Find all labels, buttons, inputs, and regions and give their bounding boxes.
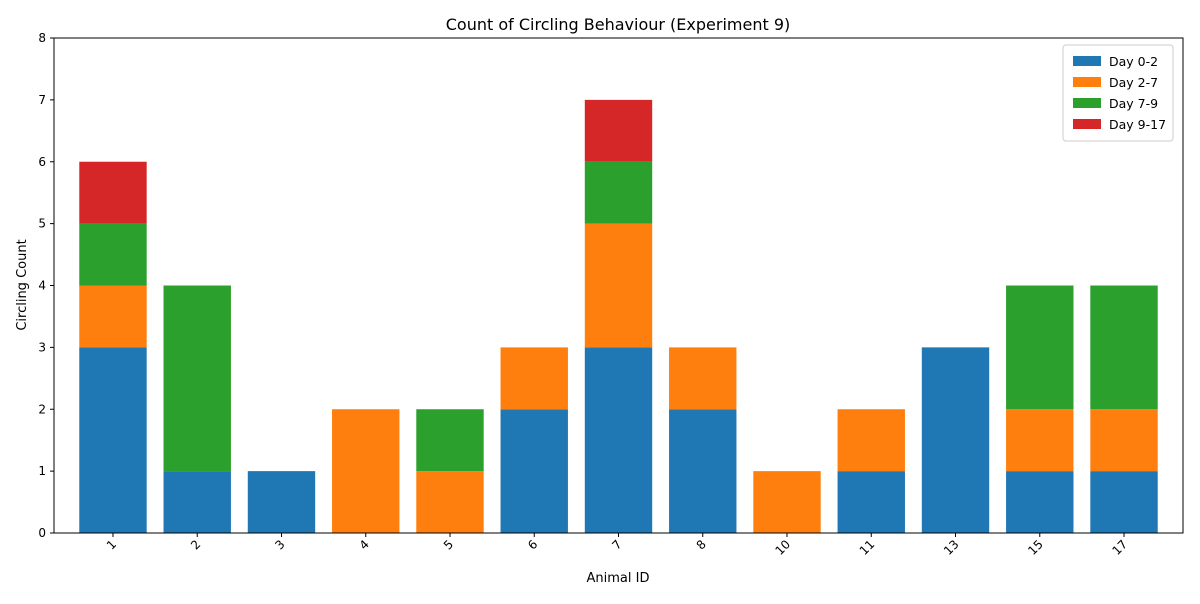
bar-segment-animal-15-series-1	[1006, 409, 1074, 472]
y-tick-label: 1	[38, 464, 46, 478]
legend-label-3: Day 9-17	[1109, 117, 1166, 132]
bar-segment-animal-5-series-2	[416, 409, 484, 472]
x-tick-label-15: 15	[1025, 537, 1046, 558]
bar-segment-animal-6-series-1	[500, 347, 568, 410]
y-tick-label: 6	[38, 155, 46, 169]
x-tick-label-1: 1	[104, 537, 119, 552]
legend-swatch-0	[1073, 56, 1101, 66]
legend-swatch-2	[1073, 98, 1101, 108]
bar-segment-animal-13-series-0	[921, 347, 990, 534]
bar-segment-animal-1-series-2	[79, 223, 147, 286]
legend-label-1: Day 2-7	[1109, 75, 1158, 90]
y-tick-label: 3	[38, 340, 46, 354]
bar-segment-animal-15-series-0	[1006, 471, 1074, 534]
x-tick-label-2: 2	[188, 537, 203, 552]
bar-segment-animal-2-series-2	[163, 285, 231, 472]
x-tick-label-8: 8	[694, 537, 709, 552]
bar-segment-animal-6-series-0	[500, 409, 568, 533]
bar-segment-animal-15-series-2	[1006, 285, 1074, 410]
x-tick-label-17: 17	[1109, 537, 1130, 558]
bar-segment-animal-17-series-1	[1090, 409, 1158, 472]
x-tick-label-13: 13	[941, 537, 962, 558]
bar-segment-animal-11-series-0	[837, 471, 905, 534]
bar-segment-animal-17-series-2	[1090, 285, 1158, 410]
x-axis-title: Animal ID	[587, 571, 650, 586]
bar-segment-animal-5-series-1	[416, 471, 484, 534]
x-tick-label-4: 4	[357, 537, 372, 552]
x-tick-label-11: 11	[857, 537, 878, 558]
bar-segment-animal-2-series-0	[163, 471, 231, 534]
bar-segment-animal-8-series-1	[669, 347, 737, 410]
y-tick-label: 5	[38, 217, 46, 231]
bar-segment-animal-4-series-1	[332, 409, 400, 533]
bar-segment-animal-1-series-1	[79, 285, 147, 348]
bar-segment-animal-1-series-3	[79, 161, 147, 224]
x-tick-label-7: 7	[609, 537, 624, 552]
legend: Day 0-2 Day 2-7 Day 7-9 Day 9-17	[1062, 44, 1174, 142]
x-tick-label-10: 10	[772, 537, 793, 558]
bar-segment-animal-10-series-1	[753, 471, 821, 534]
bar-segment-animal-17-series-0	[1090, 471, 1158, 534]
legend-swatch-1	[1073, 77, 1101, 87]
y-tick-label: 7	[38, 93, 46, 107]
y-tick-label: 0	[38, 526, 46, 540]
bar-segment-animal-1-series-0	[79, 347, 147, 534]
x-tick-label-6: 6	[525, 537, 540, 552]
y-tick-label: 2	[38, 402, 46, 416]
x-tick-label-5: 5	[441, 537, 456, 552]
legend-label-2: Day 7-9	[1109, 96, 1158, 111]
bar-segment-animal-7-series-3	[584, 99, 653, 162]
bar-segment-animal-11-series-1	[837, 409, 905, 472]
bar-segment-animal-7-series-0	[584, 347, 653, 534]
bar-segment-animal-7-series-1	[584, 223, 653, 348]
legend-box	[1062, 44, 1174, 142]
y-tick-label: 4	[38, 279, 46, 293]
legend-swatch-3	[1073, 119, 1101, 129]
bar-segment-animal-7-series-2	[584, 161, 653, 224]
bars-layer	[79, 99, 1158, 534]
y-axis-title: Circling Count	[15, 239, 30, 330]
bar-segment-animal-8-series-0	[669, 409, 737, 533]
legend-label-0: Day 0-2	[1109, 54, 1158, 69]
bar-segment-animal-3-series-0	[247, 471, 316, 534]
x-tick-label-3: 3	[272, 537, 287, 552]
chart-title: Count of Circling Behaviour (Experiment …	[446, 15, 791, 34]
y-tick-label: 8	[38, 31, 46, 45]
